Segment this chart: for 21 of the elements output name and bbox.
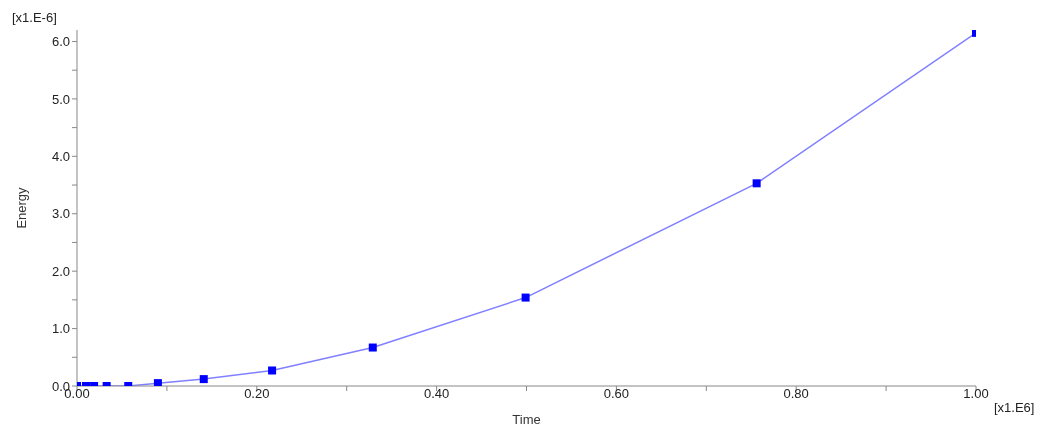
point [752, 179, 761, 188]
point [199, 375, 208, 384]
y-tick-label: 2.0 [51, 263, 70, 279]
x-tick-label: 1.00 [963, 386, 989, 402]
y-axis-title: Energy [13, 186, 29, 229]
y-tick-label: 4.0 [51, 148, 70, 164]
text: [x1.E6] [994, 400, 1035, 415]
x-tick-label: 0.80 [783, 386, 809, 402]
point [268, 366, 277, 375]
point [153, 379, 162, 386]
y-tick-label: 1.0 [51, 321, 70, 337]
text: [x1.E-6] [12, 10, 57, 25]
point [368, 343, 377, 352]
y-tick-label: 6.0 [51, 34, 70, 50]
x-axis-title: Time [512, 412, 541, 427]
point [521, 293, 530, 302]
x-tick-label: 0.40 [423, 386, 450, 402]
x-tick-label: 0.60 [603, 386, 630, 402]
x-tick-label: 0.20 [244, 386, 270, 402]
y-tick-label: 5.0 [51, 91, 70, 107]
y-tick-label: 3.0 [51, 206, 70, 222]
